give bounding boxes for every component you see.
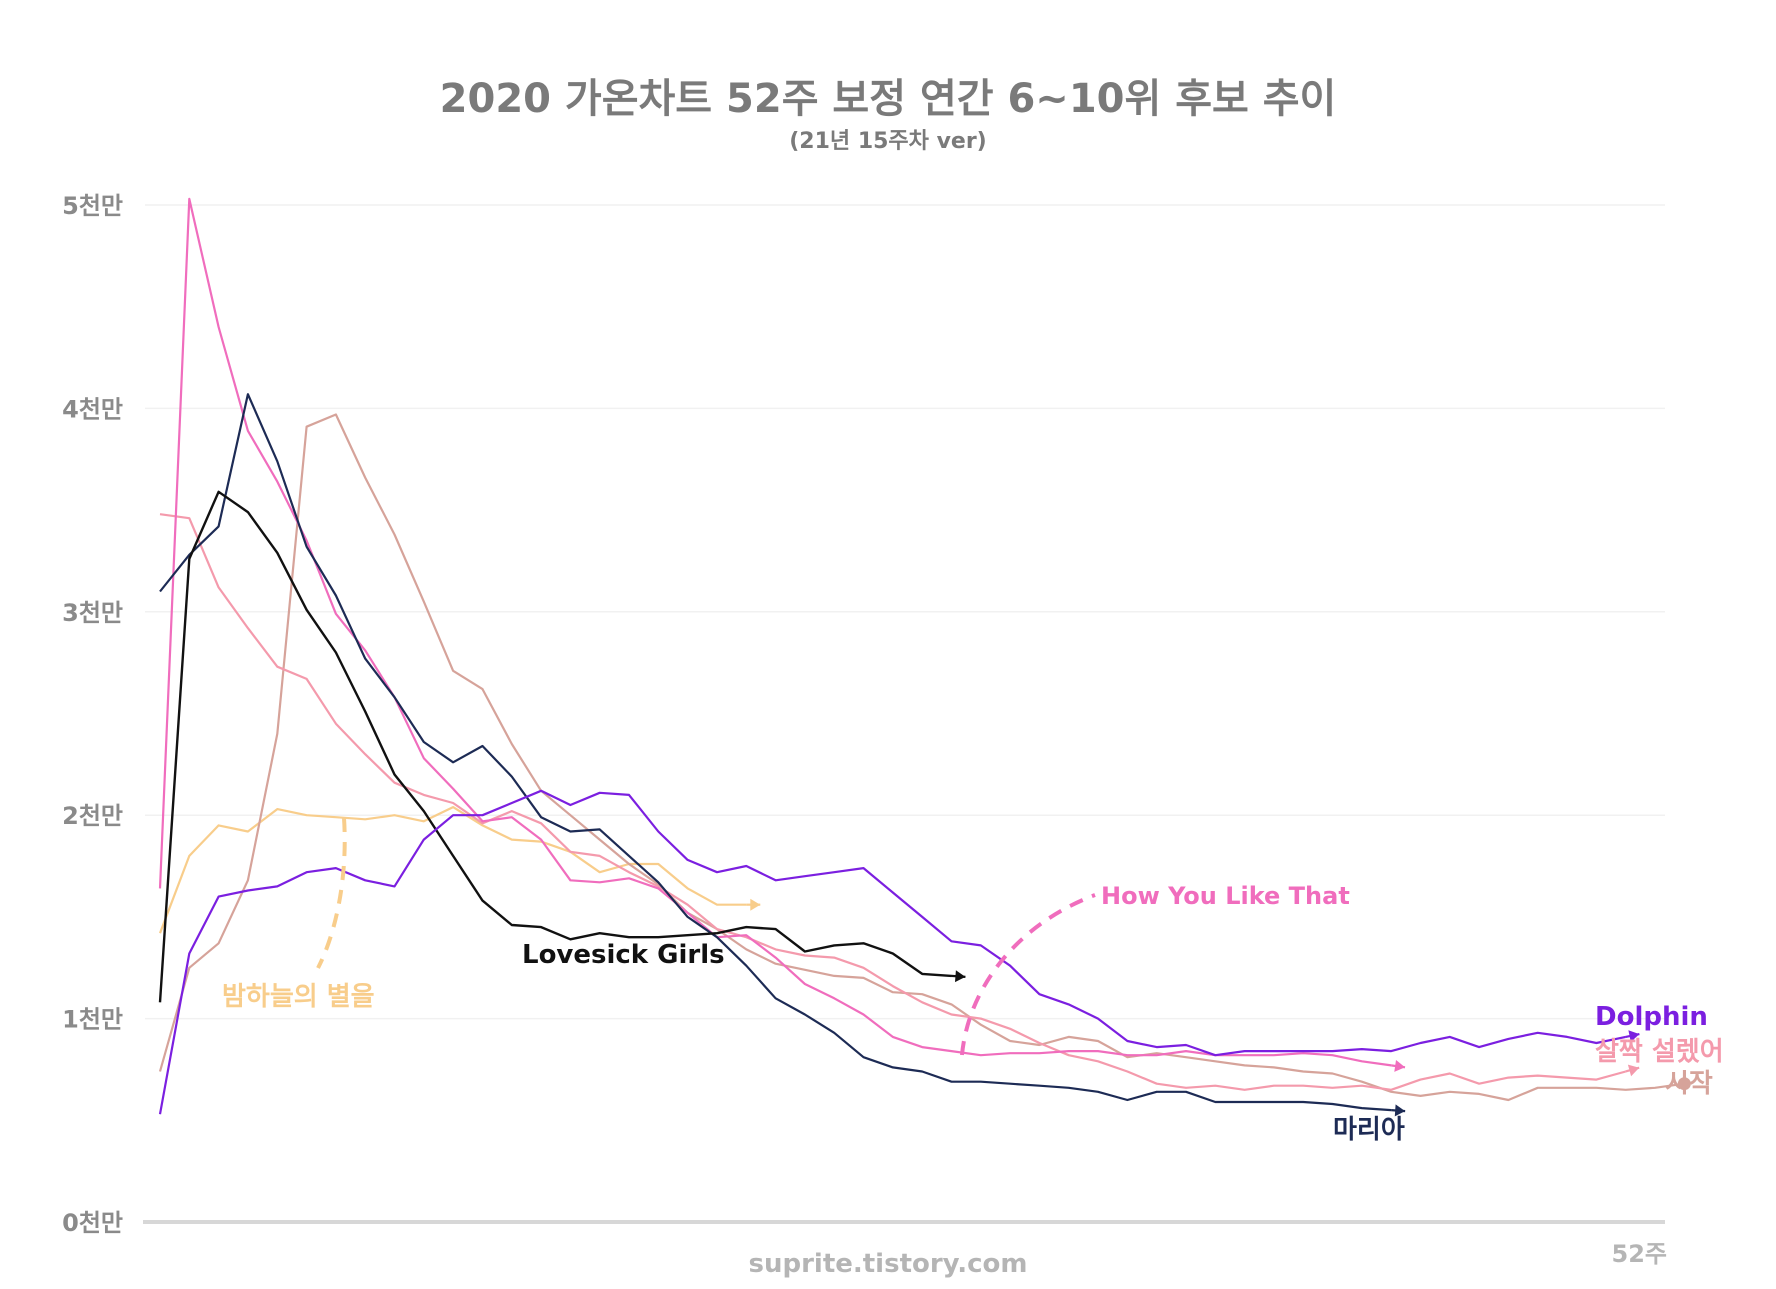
series-line: [158, 789, 1626, 1115]
series-line: [159, 513, 1626, 1091]
series-살짝-설렜어: [159, 513, 1640, 1091]
y-tick-label: 4천만: [62, 395, 123, 423]
series-시작: [158, 413, 1691, 1102]
series-arrow-head: [1627, 1064, 1640, 1077]
x-end-label: 52주: [1612, 1240, 1667, 1268]
series-arrow-head: [1394, 1060, 1405, 1072]
series-line: [159, 393, 1392, 1112]
y-tick-label: 2천만: [62, 802, 123, 830]
series-how-you-like-that: [158, 197, 1406, 1072]
y-tick-label: 1천만: [62, 1006, 123, 1034]
label-how-you-like-that: How You Like That: [1101, 882, 1350, 910]
label-밤하늘의-별을: 밤하늘의 별을: [222, 982, 375, 1012]
series-lovesick-girls: [158, 490, 966, 1003]
series-arrow-head: [1628, 1030, 1640, 1042]
series-arrow-head: [750, 898, 761, 911]
series-line: [158, 197, 1392, 1067]
series-arrow-head: [955, 970, 966, 983]
y-tick-label: 3천만: [62, 599, 123, 627]
series-마리아: [159, 393, 1406, 1117]
y-tick-label: 5천만: [62, 192, 123, 220]
chart-title: 2020 가온차트 52주 보정 연간 6~10위 후보 추이: [440, 76, 1337, 122]
series-밤하늘의-별을: [158, 805, 761, 934]
label-마리아: 마리아: [1333, 1115, 1405, 1145]
series-line: [158, 490, 952, 1003]
y-tick-label: 0천만: [62, 1209, 123, 1237]
label-시작: 시작: [1665, 1069, 1713, 1099]
footer-source: suprite.tistory.com: [748, 1249, 1027, 1279]
series-arrow-head: [1394, 1104, 1406, 1117]
annotation-connector-밤하늘의-별을: [316, 817, 347, 969]
series-line: [158, 805, 747, 934]
series-end-dot: [1677, 1077, 1691, 1091]
label-살짝-설렜어: 살짝 설렜어: [1595, 1037, 1724, 1067]
label-dolphin: Dolphin: [1595, 1002, 1708, 1032]
label-lovesick-girls: Lovesick Girls: [522, 940, 725, 970]
y-axis-ticks: 0천만 1천만 2천만 3천만 4천만 5천만: [62, 192, 123, 1237]
annotations: Dolphin 살짝 설렜어 시작 마리아 How You Like That …: [222, 817, 1724, 1145]
series-layer: [158, 197, 1691, 1117]
series-line: [158, 413, 1685, 1102]
chart-subtitle: (21년 15주차 ver): [789, 129, 987, 154]
annotation-connector-how-you-like-that: [960, 893, 1096, 1056]
series-dolphin: [158, 789, 1640, 1115]
gridlines: [145, 204, 1665, 1020]
